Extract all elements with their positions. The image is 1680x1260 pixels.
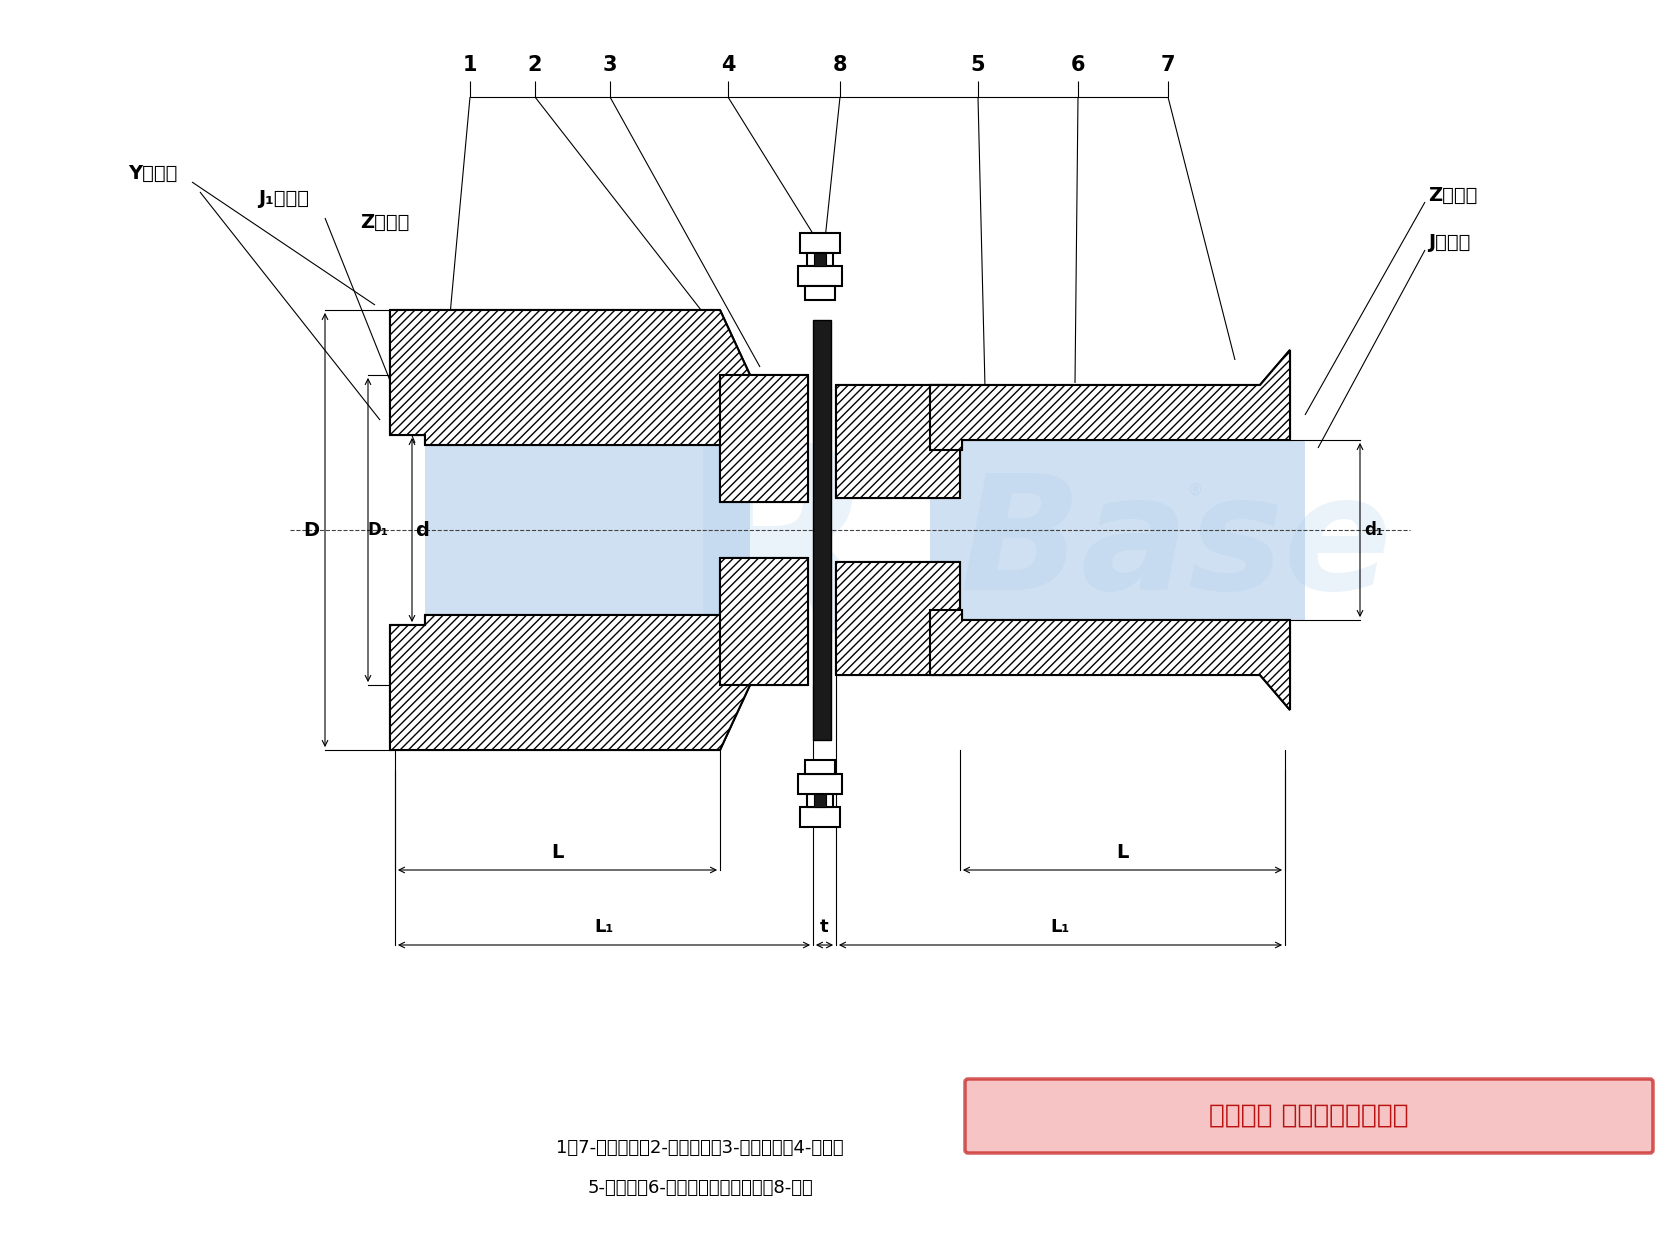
Text: L₁: L₁ (595, 919, 613, 936)
Text: 6: 6 (1070, 55, 1085, 76)
Text: 8: 8 (833, 55, 847, 76)
Text: R: R (679, 432, 882, 688)
Text: d: d (415, 520, 428, 539)
Polygon shape (837, 562, 959, 675)
Polygon shape (390, 310, 749, 445)
Text: ®: ® (1188, 483, 1203, 498)
Text: 5: 5 (971, 55, 984, 76)
Bar (815, 794, 827, 806)
Bar (425, 435, 749, 625)
Bar (800, 233, 840, 253)
Text: Z型轴孔: Z型轴孔 (1428, 185, 1477, 204)
Polygon shape (837, 386, 959, 498)
Bar (806, 794, 833, 806)
Text: Y型轴孔: Y型轴孔 (128, 164, 178, 183)
Text: D: D (302, 520, 319, 539)
Text: L: L (1116, 843, 1129, 862)
Text: D₁: D₁ (368, 520, 388, 539)
FancyBboxPatch shape (964, 1079, 1653, 1153)
Bar (805, 286, 835, 300)
Text: 1: 1 (462, 55, 477, 76)
Text: 2: 2 (528, 55, 543, 76)
Text: d₁: d₁ (1364, 520, 1384, 539)
Text: L: L (551, 843, 564, 862)
Bar (805, 760, 835, 774)
Bar (800, 806, 840, 827)
Text: 1、7-半联轴器；2-扣紧螺母；3-六角螺母；4-隔圈；: 1、7-半联轴器；2-扣紧螺母；3-六角螺母；4-隔圈； (556, 1139, 843, 1157)
Bar (798, 266, 842, 286)
Text: 5-支撑座；6-六角头铰制孔用螺栓；8-膜片: 5-支撑座；6-六角头铰制孔用螺栓；8-膜片 (586, 1179, 813, 1197)
Text: 3: 3 (603, 55, 617, 76)
Bar (798, 774, 842, 794)
Text: t: t (820, 919, 828, 936)
Bar (931, 440, 1305, 620)
Bar (806, 253, 833, 266)
Text: Z型轴孔: Z型轴孔 (360, 213, 410, 232)
Text: 4: 4 (721, 55, 736, 76)
Polygon shape (721, 375, 808, 501)
Text: L₁: L₁ (1052, 919, 1070, 936)
Text: Base: Base (959, 467, 1393, 622)
Text: 7: 7 (1161, 55, 1176, 76)
Bar (815, 253, 827, 266)
Bar (813, 320, 832, 740)
Polygon shape (721, 558, 808, 685)
Polygon shape (390, 615, 749, 750)
Text: J型轴孔: J型轴孔 (1428, 233, 1470, 252)
Text: 版权所有 侵权必被严厉追究: 版权所有 侵权必被严厉追究 (1210, 1102, 1410, 1129)
Text: J₁型轴孔: J₁型轴孔 (259, 189, 309, 208)
Polygon shape (931, 350, 1290, 450)
Polygon shape (931, 610, 1290, 709)
